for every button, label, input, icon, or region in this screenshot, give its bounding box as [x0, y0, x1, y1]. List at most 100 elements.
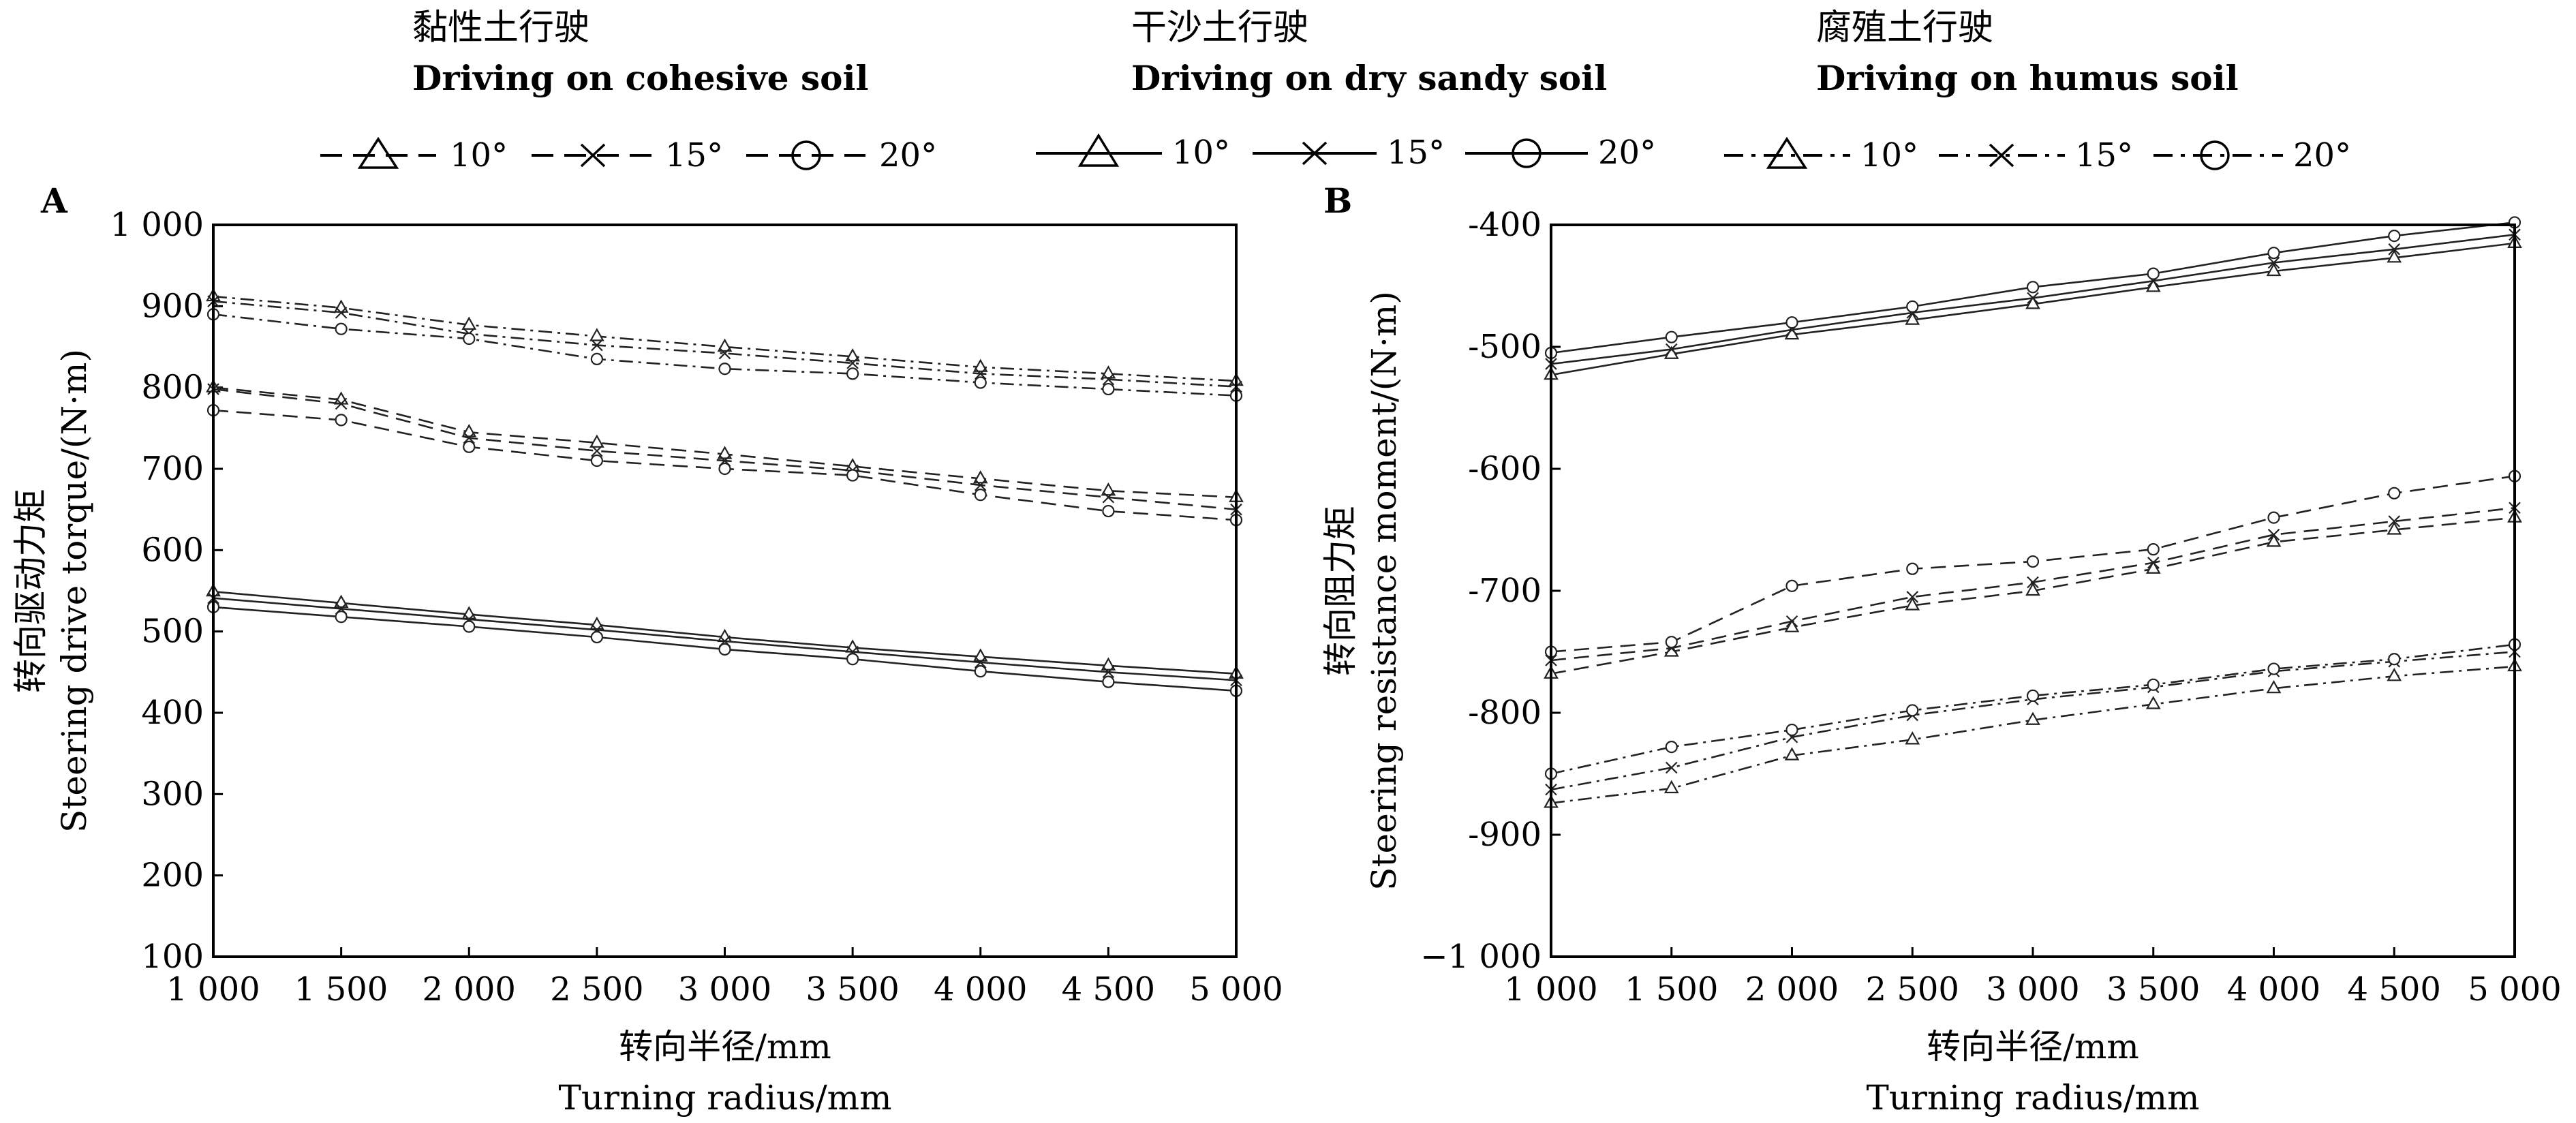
data-point-circle: [463, 332, 476, 345]
data-point-circle: [1102, 504, 1115, 518]
data-point-triangle: [972, 470, 988, 484]
circle-marker-icon: [2200, 140, 2230, 170]
x-tick-label: 5 000: [2468, 970, 2561, 1009]
x-tick-label: 1 500: [294, 970, 388, 1009]
x-tick-label: 3 500: [2106, 970, 2200, 1009]
data-point-circle: [974, 665, 987, 678]
x-tick-label: 2 500: [1866, 970, 1959, 1009]
data-point-circle: [2388, 487, 2401, 499]
data-point-triangle: [333, 594, 349, 608]
data-point-triangle: [2266, 534, 2282, 547]
legend-label-humus-20: 20°: [2293, 136, 2351, 174]
data-point-cross: [1102, 666, 1115, 679]
legend-label-sandy-20: 20°: [1598, 134, 1656, 172]
x-tick-label: 2 000: [1745, 970, 1839, 1009]
legend-entry-sandy-10: 10°: [1036, 133, 1230, 172]
x-tick-label: 4 000: [2227, 970, 2320, 1009]
data-point-cross: [2027, 576, 2039, 589]
legend-entry-cohesive-15: 15°: [532, 136, 723, 174]
series-line-cohesive-10deg: [1550, 517, 2515, 675]
data-point-circle: [590, 352, 603, 366]
y-tick-label: -900: [1468, 816, 1542, 854]
x-tick-label: 1 000: [1504, 970, 1597, 1009]
x-tick-label: 3 000: [678, 970, 771, 1009]
legend-entry-humus-10: 10°: [1724, 136, 1918, 174]
chart-panel-a: 100 200 300 400 500 600 700 800 900 1 000 1 000 1 5…: [11, 206, 1283, 1118]
data-point-circle: [2147, 678, 2160, 691]
series-line-humus-15deg: [213, 300, 1237, 388]
data-point-triangle: [1101, 482, 1116, 496]
data-point-triangle: [2145, 279, 2161, 292]
data-point-circle: [718, 643, 731, 656]
legend-label-sandy-15: 15°: [1387, 134, 1445, 172]
data-point-circle: [1906, 704, 1919, 717]
data-point-triangle: [2025, 296, 2040, 309]
y-tick-label: 100: [141, 938, 204, 976]
data-point-circle: [1665, 636, 1678, 649]
data-point-triangle: [972, 648, 988, 662]
x-axis-title-a-cn: 转向半径/mm: [619, 1027, 831, 1066]
data-point-circle: [2267, 662, 2280, 675]
data-point-triangle: [2145, 560, 2161, 574]
data-point-triangle: [2025, 582, 2040, 596]
data-point-circle: [2267, 247, 2280, 260]
y-tick-label: -600: [1468, 450, 1542, 488]
legend-label-cohesive-15: 15°: [665, 136, 723, 174]
data-point-triangle: [972, 358, 988, 372]
legend-label-sandy-10: 10°: [1172, 134, 1230, 172]
y-tick-label: 600: [141, 531, 204, 569]
data-point-triangle: [717, 338, 733, 352]
data-point-triangle: [1905, 731, 1920, 745]
legend-title-sandy-cn: 干沙土行驶: [1131, 7, 1308, 48]
legend-entry-humus-20: 20°: [2153, 136, 2351, 174]
data-point-cross: [846, 357, 859, 369]
plot-frame-b: [1550, 224, 2516, 958]
data-point-circle: [2147, 543, 2160, 556]
data-point-circle: [335, 322, 348, 335]
data-point-circle: [1785, 579, 1798, 592]
legend-title-cohesive-cn: 黏性土行驶: [412, 7, 589, 48]
data-point-cross: [1102, 373, 1115, 386]
data-point-circle: [1906, 562, 1919, 575]
x-axis-title-b-cn: 转向半径/mm: [1927, 1027, 2139, 1066]
legend-entry-sandy-15: 15°: [1253, 134, 1445, 172]
data-point-circle: [463, 440, 476, 453]
x-tick-label: 1 000: [166, 970, 260, 1009]
legend-label-cohesive-10: 10°: [450, 136, 508, 174]
y-tick-label: -800: [1468, 694, 1542, 732]
data-point-triangle: [2387, 521, 2402, 535]
data-point-cross: [2388, 515, 2401, 527]
data-point-triangle: [1905, 597, 1920, 611]
y-axis-title-a-cn: 转向驱动力矩: [11, 489, 50, 693]
data-point-triangle: [2025, 711, 2040, 725]
x-tick-label: 3 500: [806, 970, 899, 1009]
data-point-triangle: [717, 446, 733, 459]
data-point-triangle: [2266, 679, 2282, 694]
series-line-humus-20deg: [213, 313, 1237, 397]
data-point-circle: [1102, 675, 1115, 688]
legend-entry-humus-15: 15°: [1939, 136, 2133, 174]
data-point-cross: [591, 444, 603, 457]
data-point-triangle: [461, 606, 477, 619]
cross-marker-icon: [1302, 141, 1328, 166]
data-point-triangle: [1101, 365, 1116, 379]
y-tick-label: 300: [141, 775, 204, 813]
data-point-circle: [335, 611, 348, 624]
x-tick-label: 4 500: [2348, 970, 2441, 1009]
data-point-circle: [846, 653, 859, 666]
y-tick-label: 1 000: [110, 206, 204, 244]
data-point-circle: [846, 367, 859, 380]
data-point-cross: [974, 656, 987, 668]
data-point-circle: [2026, 281, 2040, 294]
data-point-circle: [1665, 741, 1678, 754]
y-axis-title-b-cn: 转向阻力矩: [1321, 506, 1360, 676]
data-point-triangle: [2387, 249, 2402, 263]
data-point-triangle: [2266, 262, 2282, 277]
legend-title-sandy-en: Driving on dry sandy soil: [1131, 58, 1607, 98]
data-point-circle: [2388, 653, 2401, 666]
legend-entry-sandy-20: 20°: [1465, 134, 1656, 172]
y-tick-label: 900: [141, 287, 204, 325]
data-point-cross: [974, 367, 987, 380]
panel-label-b: B: [1323, 181, 1352, 221]
y-tick-label: 700: [141, 450, 204, 488]
